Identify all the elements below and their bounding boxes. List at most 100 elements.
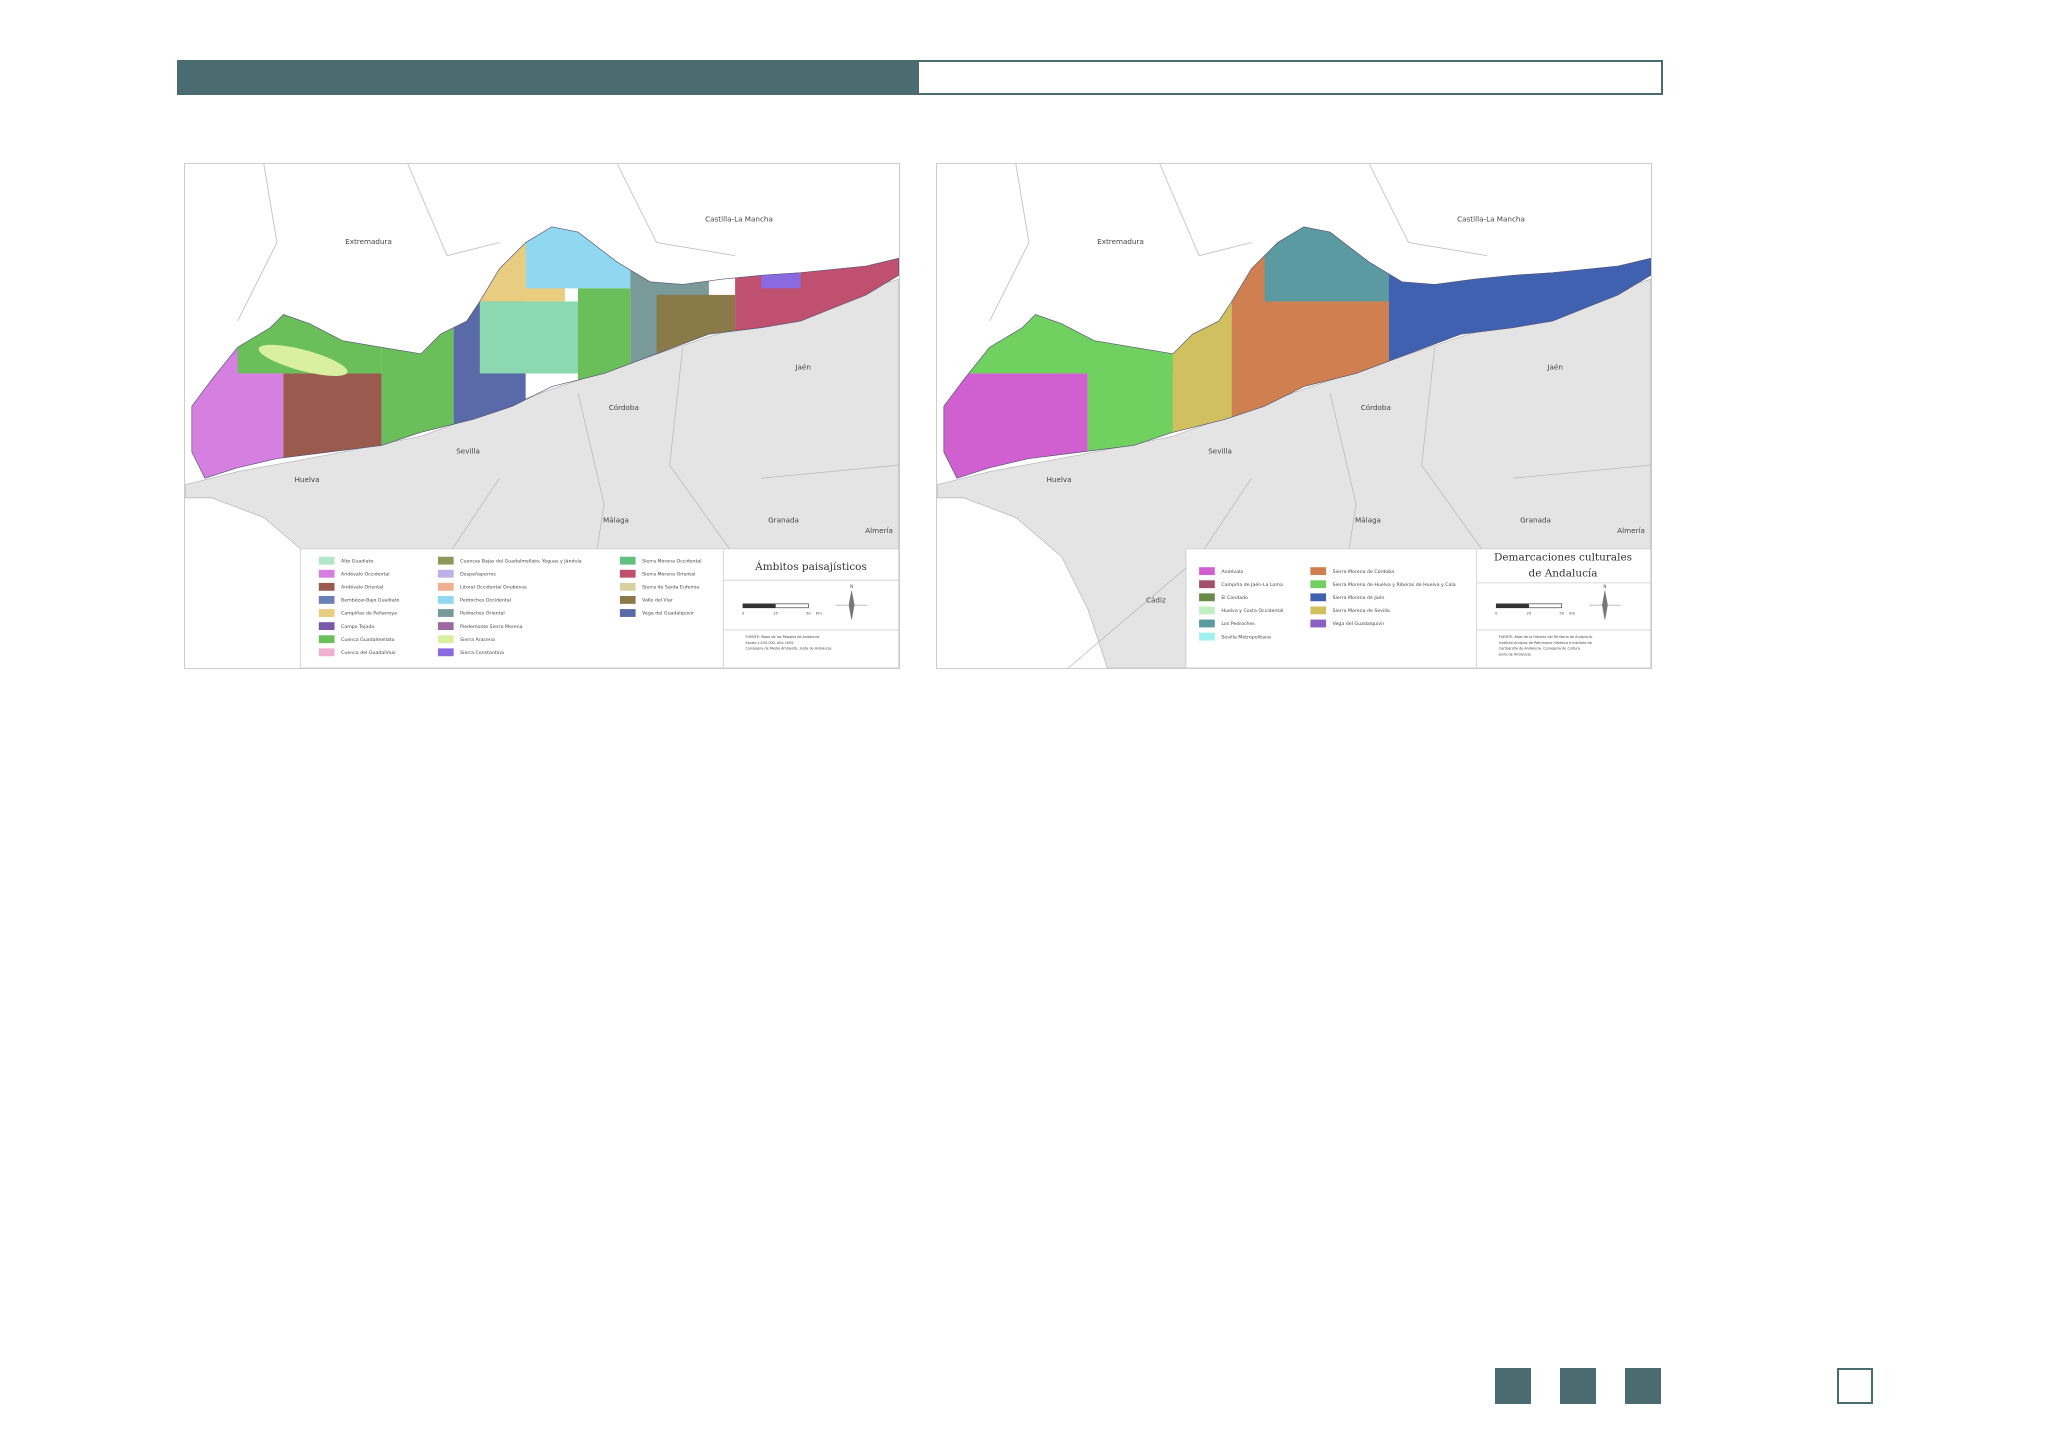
legend-label: Sierra Aracena (460, 637, 495, 643)
scale-label: Km (816, 611, 822, 615)
source-text: Cartografía de Andalucía. Consejería de … (1499, 647, 1581, 651)
legend-label: Litoral Occidental Onubense (460, 585, 527, 591)
legend-swatch (437, 556, 454, 565)
scale-label: 25 (773, 611, 778, 615)
legend-swatch (1199, 632, 1215, 641)
legend-swatch (619, 596, 636, 604)
place-label: Granada (768, 516, 799, 525)
place-label: Córdoba (609, 403, 639, 412)
scale-label: 0 (1495, 611, 1498, 615)
legend-label: Campo Tejada (341, 624, 374, 630)
legend-label: Cuenca del Guadalimar (341, 650, 396, 656)
legend-swatch (619, 609, 636, 617)
legend-swatch (318, 569, 335, 578)
legend-label: Campiñas de Peñarroya (341, 611, 397, 617)
place-label: Extremadura (1097, 237, 1144, 246)
scale-label: 25 (1527, 611, 1532, 615)
place-label: Jaén (794, 363, 811, 372)
map-title: de Andalucía (1529, 567, 1598, 579)
legend-swatch (1310, 619, 1327, 628)
scale-bar-fill (1496, 603, 1529, 608)
scale-label: 50 (1559, 611, 1564, 615)
legend-box (300, 548, 899, 668)
band-outline (191, 226, 899, 479)
legend-swatch (318, 622, 335, 631)
place-label: Extremadura (345, 237, 392, 246)
legend-swatch (437, 569, 454, 578)
legend-swatch (1199, 580, 1215, 589)
place-label: Sevilla (1208, 446, 1232, 455)
legend-label: Sierra Morena de Córdoba (1333, 568, 1395, 575)
compass-label: N (1603, 584, 1606, 589)
legend-swatch (437, 648, 454, 657)
legend-label: Andévalo (1221, 568, 1243, 575)
place-label: Córdoba (1361, 403, 1391, 412)
nav-square (1625, 1368, 1661, 1404)
place-label: Almería (865, 526, 893, 535)
legend-swatch (619, 582, 636, 591)
source-text: Instituto Andaluz de Patrimonio Históric… (1499, 641, 1592, 645)
legend-swatch (437, 622, 454, 631)
place-label: Almería (1617, 526, 1645, 535)
place-label: Castilla-La Mancha (1457, 215, 1525, 224)
legend-label: Valle del Viar (642, 598, 673, 604)
legend-label: Huelva y Costa Occidental (1221, 608, 1283, 614)
place-label: Granada (1520, 516, 1551, 525)
legend-box (1185, 548, 1651, 668)
source-text: Junta de Andalucía. (1498, 653, 1532, 657)
border (407, 164, 500, 257)
legend-label: Pedroches Oriental (460, 611, 505, 617)
legend-swatch (1310, 593, 1327, 602)
compass (835, 590, 868, 620)
source-text: FUENTE: Atlas de la Historia del Territo… (1499, 635, 1593, 639)
header-fill (179, 62, 919, 93)
nav-square (1495, 1368, 1531, 1404)
legend-label: Los Pedroches (1221, 621, 1255, 627)
scale-label: 50 (806, 611, 811, 615)
legend-label: Vega del Guadalquivir (642, 611, 694, 617)
legend-swatch (318, 635, 335, 644)
legend-label: Alto Guadiato (341, 558, 373, 564)
source-text: Consejería de Medio Ambiente. Junta de A… (746, 647, 833, 651)
legend-label: Andévalo Oriental (341, 584, 383, 591)
nav-square (1560, 1368, 1596, 1404)
legend-label: Campiña de Jaén-La Loma (1221, 581, 1283, 588)
legend-swatch (318, 609, 335, 617)
legend-swatch (437, 609, 454, 617)
place-label: Huelva (294, 475, 319, 484)
band-outline (943, 226, 1651, 479)
source-text: Escala 1:100.000. Año 2005. (746, 641, 795, 645)
compass (1589, 590, 1621, 620)
border (989, 164, 1030, 322)
legend-label: Vega del Guadalquivir (1333, 621, 1385, 627)
legend-swatch (1199, 606, 1215, 615)
map-cultural: Extremadura Castilla-La Mancha Jaén Córdoba… (936, 163, 1652, 669)
legend-swatch (318, 582, 335, 591)
compass-label: N (850, 584, 853, 589)
scale-bar-fill (742, 603, 776, 608)
border (1513, 464, 1651, 479)
legend-label: Pedroches Occidental (460, 598, 511, 604)
legend-swatch (437, 596, 454, 604)
legend-swatch (1199, 619, 1215, 628)
legend-swatch (619, 569, 636, 578)
header-bar (177, 60, 1663, 95)
legend-label: Sierra Morena de Sevilla (1333, 608, 1390, 614)
legend-label: Sierra Morena Oriental (642, 571, 695, 577)
border (237, 164, 278, 322)
legend-label: Piedemonte Sierra Morena (460, 624, 522, 630)
legend-swatch (318, 648, 335, 657)
legend-label: Sevilla Metropolitana (1221, 634, 1271, 640)
legend-swatch (1310, 580, 1327, 589)
region (479, 301, 578, 374)
map-title: Ámbitos paisajísticos (754, 559, 867, 573)
place-label: Sevilla (456, 446, 480, 455)
legend-swatch (437, 582, 454, 591)
place-label: Huelva (1046, 475, 1071, 484)
place-label: Málaga (603, 516, 629, 525)
border (1159, 164, 1252, 257)
legend-label: Sierra Morena Occidental (642, 558, 701, 564)
map-title: Demarcaciones culturales (1494, 552, 1632, 564)
border (1368, 164, 1488, 257)
